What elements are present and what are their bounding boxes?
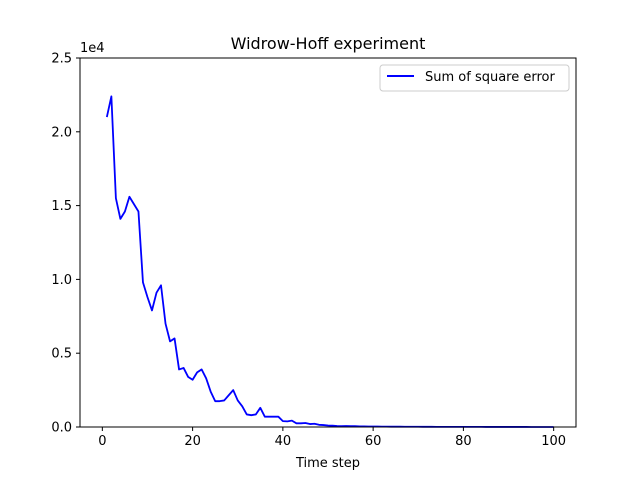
y-tick-label: 0.5	[51, 347, 72, 362]
x-tick-label: 60	[365, 434, 382, 449]
y-tick-label: 2.5	[51, 52, 72, 67]
y-scale-label: 1e4	[80, 41, 105, 56]
y-tick-label: 1.5	[51, 199, 72, 214]
x-tick-label: 0	[98, 434, 106, 449]
y-tick-label: 2.0	[51, 125, 72, 140]
axes-frame	[79, 57, 577, 428]
x-axis-ticks: 0 20 40 60 80 100	[98, 427, 566, 449]
y-axis-ticks: 0.0 0.5 1.0 1.5 2.0 2.5	[51, 52, 80, 436]
x-tick-label: 20	[184, 434, 201, 449]
y-tick-label: 1.0	[51, 273, 72, 288]
chart-title: Widrow-Hoff experiment	[231, 34, 426, 53]
legend-frame	[379, 64, 570, 92]
legend: Sum of square error	[379, 64, 570, 92]
x-axis-label: Time step	[295, 456, 360, 471]
x-tick-label: 40	[275, 434, 292, 449]
x-tick-label: 100	[541, 434, 566, 449]
x-tick-label: 80	[455, 434, 472, 449]
legend-label: Sum of square error	[425, 70, 555, 85]
y-tick-label: 0.0	[51, 421, 72, 436]
